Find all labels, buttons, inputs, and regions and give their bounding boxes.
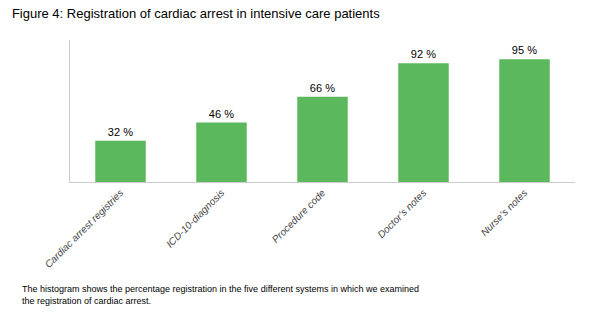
svg-text:Nurse’s notes: Nurse’s notes: [479, 187, 530, 238]
svg-text:92 %: 92 %: [411, 48, 436, 60]
svg-text:46 %: 46 %: [209, 108, 234, 120]
svg-text:Figure 4: Registration of card: Figure 4: Registration of cardiac arrest…: [12, 6, 380, 21]
svg-text:Procedure code: Procedure code: [270, 187, 328, 245]
svg-text:32 %: 32 %: [108, 126, 133, 138]
svg-text:ICD-10-diagnosis: ICD-10-diagnosis: [164, 187, 226, 249]
svg-text:Cardiac arrest registries: Cardiac arrest registries: [43, 187, 126, 270]
svg-text:95 %: 95 %: [512, 44, 537, 56]
svg-text:The histogram shows the percen: The histogram shows the percentage regis…: [22, 284, 419, 306]
svg-text:66 %: 66 %: [310, 82, 335, 94]
svg-text:Doctor’s notes: Doctor’s notes: [375, 187, 428, 240]
